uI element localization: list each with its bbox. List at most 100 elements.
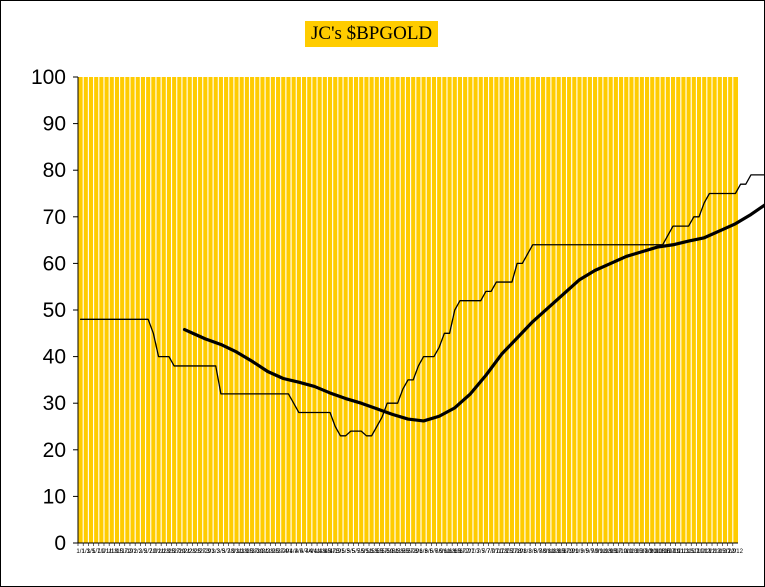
x-tick-label: 11/7 bbox=[688, 549, 700, 555]
x-tick-label: 9/13 bbox=[600, 549, 612, 555]
x-tick-label: 11/5 bbox=[683, 549, 695, 555]
x-tick-label: 10/3 bbox=[626, 549, 638, 555]
x-tick-label: 7/15 bbox=[501, 549, 513, 555]
x-tick-label: 2/15 bbox=[163, 549, 175, 555]
x-tick-label: 7/1 bbox=[466, 549, 475, 555]
x-tick-label: 3/15 bbox=[241, 549, 253, 555]
series-lines bbox=[79, 174, 765, 437]
x-tick-label: 7/11 bbox=[491, 549, 503, 555]
x-tick-label: 7/7 bbox=[482, 549, 491, 555]
x-tick-label: 1/7 bbox=[92, 549, 101, 555]
x-tick-label: 7/3 bbox=[471, 549, 480, 555]
x-tick-label: 8/3 bbox=[523, 549, 532, 555]
x-tick-label: 2/9 bbox=[149, 549, 158, 555]
x-tick-label: 5/11 bbox=[361, 549, 373, 555]
x-tick-label: 2/17 bbox=[168, 549, 180, 555]
x-tick-label: 2/7 bbox=[144, 549, 153, 555]
x-tick-label: 2/27 bbox=[194, 549, 206, 555]
x-tick-label: 12/5 bbox=[714, 549, 726, 555]
x-tick-label: 2/29 bbox=[199, 549, 211, 555]
y-tick-label: 100 bbox=[31, 66, 66, 89]
plot-area bbox=[78, 77, 738, 543]
y-tick-label: 80 bbox=[43, 159, 66, 182]
x-tick-label: 4/9 bbox=[305, 549, 314, 555]
y-tick-label: 90 bbox=[43, 113, 66, 136]
x-tick-label: 12/12 bbox=[728, 549, 744, 555]
x-tick-label: 9/17 bbox=[610, 549, 622, 555]
x-tick-label: 1/17 bbox=[116, 549, 128, 555]
x-tick-label: 2/11 bbox=[153, 549, 165, 555]
x-tick-label: 3/17 bbox=[246, 549, 258, 555]
x-tick-label: 5/19 bbox=[381, 549, 393, 555]
y-tick-label: 70 bbox=[43, 206, 66, 229]
x-tick-label: 3/27 bbox=[272, 549, 284, 555]
x-tick-label: 2/3 bbox=[134, 549, 143, 555]
x-tick-label: 1/1 bbox=[76, 549, 85, 555]
x-tick-label: 6/9 bbox=[435, 549, 444, 555]
y-tick-label: 50 bbox=[43, 299, 66, 322]
x-tick-label: 3/5 bbox=[217, 549, 226, 555]
x-tick-label: 5/23 bbox=[392, 549, 404, 555]
y-axis: 0 10 20 30 40 50 60 70 80 90 100 bbox=[31, 66, 78, 555]
price-series-line bbox=[79, 174, 765, 437]
x-tick-label: 5/17 bbox=[376, 549, 388, 555]
x-tick-label: 6/7 bbox=[430, 549, 439, 555]
x-tick-label: 7/13 bbox=[496, 549, 508, 555]
x-tick-label: 3/23 bbox=[262, 549, 274, 555]
x-tick-label: 10/19 bbox=[666, 549, 682, 555]
x-tick-label: 4/17 bbox=[324, 549, 336, 555]
x-tick-label: 3/9 bbox=[227, 549, 236, 555]
x-tick-label: 2/13 bbox=[158, 549, 170, 555]
x-tick-label: 9/15 bbox=[605, 549, 617, 555]
x-tick-label: 11/1 bbox=[673, 549, 685, 555]
x-tick-label: 5/3 bbox=[341, 549, 350, 555]
x-tick-label: 8/7 bbox=[534, 549, 543, 555]
x-tick-label: 6/19 bbox=[459, 549, 471, 555]
x-tick-label: 12/3 bbox=[709, 549, 721, 555]
x-tick-label: 5/5 bbox=[347, 549, 356, 555]
x-tick-label: 4/3 bbox=[289, 549, 298, 555]
x-tick-label: 9/5 bbox=[581, 549, 590, 555]
x-tick-label: 2/23 bbox=[184, 549, 196, 555]
x-tick-label: 4/13 bbox=[314, 549, 326, 555]
x-tick-label: 6/5 bbox=[425, 549, 434, 555]
x-tick-label: 11/9 bbox=[693, 549, 705, 555]
chart-title: JC's $BPGOLD bbox=[305, 21, 439, 47]
x-tick-label: 9/9 bbox=[591, 549, 600, 555]
x-tick-label: 2/5 bbox=[139, 549, 148, 555]
x-tick-label: 4/11 bbox=[309, 549, 321, 555]
x-axis: 1/11/31/51/71/91/111/131/151/171/192/12/… bbox=[76, 543, 744, 555]
x-tick-label: 4/15 bbox=[319, 549, 331, 555]
x-tick-label: 1/5 bbox=[87, 549, 96, 555]
x-tick-label: 8/19 bbox=[563, 549, 575, 555]
x-tick-label: 5/29 bbox=[407, 549, 419, 555]
y-tick-label: 60 bbox=[43, 252, 66, 275]
x-tick-label: 1/3 bbox=[82, 549, 91, 555]
x-tick-label: 4/7 bbox=[300, 549, 309, 555]
x-tick-label: 1/9 bbox=[97, 549, 106, 555]
x-tick-label: 3/19 bbox=[251, 549, 263, 555]
x-tick-label: 6/17 bbox=[454, 549, 466, 555]
x-tick-label: 3/7 bbox=[222, 549, 231, 555]
y-tick-label: 0 bbox=[54, 532, 66, 555]
x-tick-label: 10/17 bbox=[660, 549, 676, 555]
x-tick-label: 12/9 bbox=[724, 549, 736, 555]
x-tick-label: 5/7 bbox=[352, 549, 361, 555]
x-tick-label: 6/3 bbox=[419, 549, 428, 555]
x-tick-label: 3/3 bbox=[212, 549, 221, 555]
x-tick-label: 11/11 bbox=[697, 549, 712, 555]
x-tick-label: 8/1 bbox=[518, 549, 527, 555]
x-tick-label: 7/17 bbox=[506, 549, 518, 555]
x-tick-label: 9/19 bbox=[615, 549, 627, 555]
x-tick-label: 1/11 bbox=[101, 549, 113, 555]
x-tick-label: 5/27 bbox=[402, 549, 414, 555]
x-tick-label: 10/11 bbox=[645, 549, 660, 555]
x-tick-label: 9/11 bbox=[595, 549, 607, 555]
x-tick-label: 10/13 bbox=[650, 549, 666, 555]
x-tick-label: 12/7 bbox=[719, 549, 731, 555]
y-tick-label: 10 bbox=[43, 485, 66, 508]
x-tick-label: 3/1 bbox=[206, 549, 215, 555]
x-tick-label: 5/13 bbox=[366, 549, 378, 555]
x-tick-label: 10/9 bbox=[641, 549, 653, 555]
x-tick-label: 8/9 bbox=[539, 549, 548, 555]
